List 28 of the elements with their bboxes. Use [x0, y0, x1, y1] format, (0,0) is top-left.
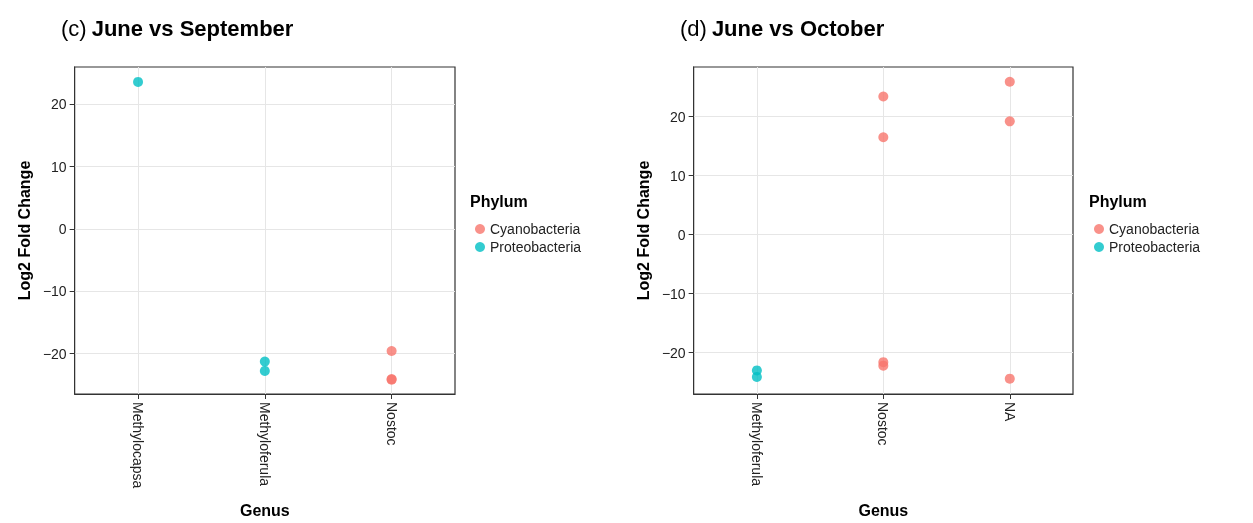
y-tick-label: −10 [42, 283, 67, 300]
legend-title: Phylum [1089, 192, 1147, 210]
x-tick-label: Methyloferula [256, 402, 273, 487]
y-tick-label: −20 [661, 344, 686, 361]
y-axis-title: Log2 Fold Change [15, 160, 33, 301]
legend-title: Phylum [470, 192, 528, 210]
legend-label: Proteobacteria [490, 239, 582, 255]
y-tick-label: 0 [58, 220, 67, 237]
y-tick-label: −20 [42, 345, 67, 362]
y-tick-label: 20 [670, 108, 686, 125]
y-tick-label: 20 [51, 96, 67, 113]
y-tick-label: 0 [677, 226, 686, 243]
x-tick-label: Methyloferula [748, 402, 765, 487]
x-tick-label: Methylocapsa [130, 402, 147, 489]
chart-title: (d) June vs October [680, 15, 885, 41]
y-tick-label: −10 [661, 285, 686, 302]
legend-label: Cyanobacteria [1109, 221, 1200, 237]
y-tick-label: 10 [670, 167, 686, 184]
x-tick-label: NA [1001, 402, 1018, 423]
legend-label: Proteobacteria [1109, 239, 1201, 255]
x-axis-title: Genus [858, 501, 909, 519]
y-axis-title: Log2 Fold Change [634, 160, 652, 301]
x-axis-title: Genus [239, 501, 290, 519]
y-tick-label: 10 [51, 158, 67, 175]
x-tick-label: Nostoc [875, 402, 892, 446]
x-tick-label: Nostoc [383, 402, 400, 446]
legend-label: Cyanobacteria [490, 221, 581, 237]
chart-title: (c) June vs September [61, 15, 294, 41]
